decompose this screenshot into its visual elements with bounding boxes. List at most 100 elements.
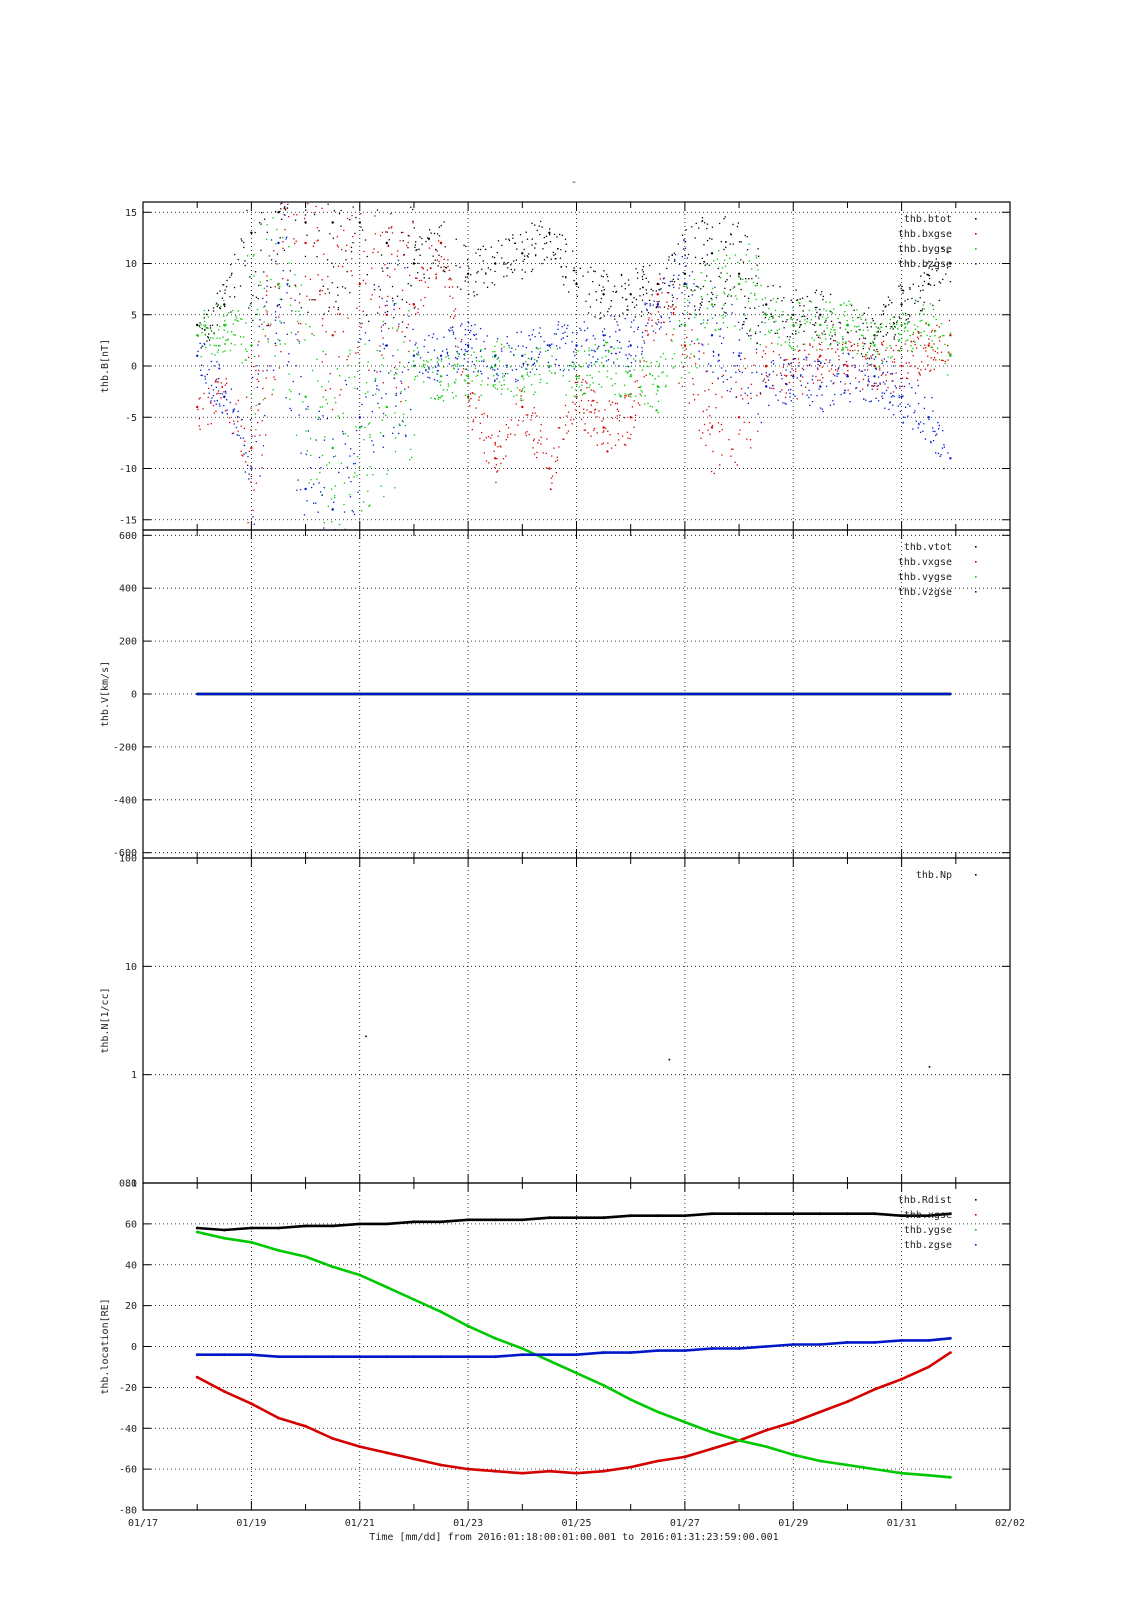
data-dot	[400, 380, 402, 382]
data-dot	[382, 435, 385, 437]
data-dot	[697, 286, 700, 289]
data-dot	[637, 328, 639, 330]
data-dot	[933, 368, 935, 370]
data-dot	[852, 357, 854, 359]
data-dot	[264, 397, 266, 399]
data-dot	[916, 347, 918, 349]
data-dot	[936, 270, 938, 272]
data-dot	[549, 370, 551, 372]
data-dot	[890, 357, 892, 359]
data-dot	[407, 386, 410, 388]
data-dot	[319, 406, 321, 408]
data-dot	[256, 378, 258, 381]
data-dot	[672, 278, 674, 280]
data-dot	[692, 393, 695, 396]
data-dot	[318, 410, 320, 412]
data-dot	[620, 273, 623, 276]
data-dot	[210, 402, 212, 404]
data-dot	[202, 408, 204, 410]
data-dot	[870, 343, 873, 345]
data-dot	[810, 301, 813, 303]
data-dot	[266, 280, 268, 282]
data-dot	[912, 347, 914, 350]
data-dot	[947, 359, 949, 361]
data-dot	[340, 209, 342, 212]
data-dot	[204, 378, 206, 380]
data-dot	[200, 324, 202, 326]
data-dot	[327, 288, 329, 290]
data-point	[629, 293, 632, 296]
data-dot	[326, 149, 327, 150]
data-dot	[387, 274, 389, 277]
data-dot	[806, 321, 808, 323]
data-dot	[851, 344, 853, 347]
data-dot	[602, 418, 604, 420]
data-dot	[712, 450, 714, 453]
data-dot	[818, 388, 820, 390]
data-dot	[731, 448, 733, 450]
data-dot	[534, 336, 536, 338]
data-point	[358, 282, 361, 286]
data-dot	[725, 246, 727, 248]
data-dot	[254, 413, 256, 415]
data-dot	[875, 331, 878, 333]
data-dot	[825, 318, 827, 320]
data-dot	[395, 372, 397, 374]
data-dot	[241, 240, 243, 242]
data-dot	[738, 241, 741, 243]
data-point	[250, 467, 253, 470]
data-dot	[526, 374, 528, 376]
data-dot	[838, 321, 840, 324]
data-dot	[658, 375, 660, 377]
data-point	[737, 282, 741, 286]
data-dot	[873, 349, 875, 351]
data-dot	[627, 393, 629, 396]
data-dot	[613, 315, 616, 317]
data-dot	[296, 214, 298, 216]
data-dot	[928, 277, 931, 280]
data-dot	[655, 393, 658, 395]
data-dot	[323, 439, 326, 441]
data-dot	[713, 351, 715, 353]
data-dot	[399, 240, 401, 242]
data-dot	[941, 359, 943, 361]
data-dot	[510, 264, 512, 266]
data-dot	[923, 423, 925, 425]
data-dot	[280, 181, 281, 182]
data-dot	[253, 523, 255, 525]
data-dot	[590, 266, 592, 269]
data-dot	[854, 366, 856, 369]
data-dot	[657, 412, 659, 414]
data-dot	[546, 438, 548, 440]
data-dot	[683, 239, 685, 242]
data-dot	[309, 165, 310, 166]
data-dot	[467, 351, 469, 353]
data-dot	[668, 284, 670, 287]
data-dot	[333, 210, 335, 212]
data-dot	[374, 393, 377, 395]
data-dot	[816, 311, 818, 314]
data-dot	[607, 341, 609, 344]
data-dot	[794, 357, 797, 360]
data-dot	[224, 305, 226, 308]
data-dot	[782, 402, 784, 404]
data-dot	[473, 295, 476, 297]
data-dot	[256, 365, 258, 367]
data-dot	[847, 349, 849, 351]
data-dot	[205, 346, 207, 349]
data-dot	[455, 238, 457, 240]
data-dot	[463, 368, 465, 370]
data-dot	[854, 325, 856, 328]
data-dot	[902, 422, 904, 424]
data-dot	[480, 384, 482, 386]
data-dot	[815, 289, 818, 291]
data-dot	[793, 358, 796, 360]
data-dot	[837, 317, 839, 320]
data-point	[602, 1469, 605, 1473]
data-dot	[233, 410, 235, 412]
data-dot	[433, 232, 436, 235]
data-dot	[414, 246, 416, 249]
data-dot	[256, 313, 258, 316]
data-dot	[559, 347, 561, 349]
data-point	[358, 1222, 362, 1226]
